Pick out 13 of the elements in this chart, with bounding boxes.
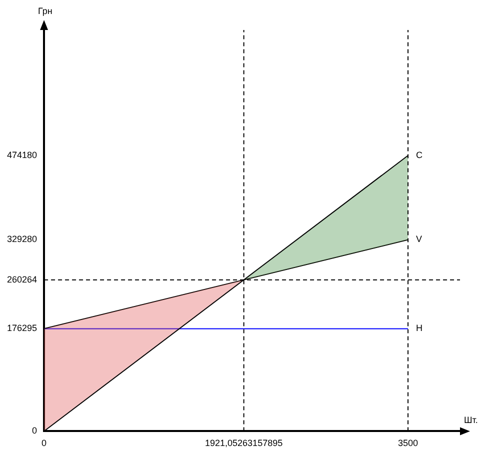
series-label: H — [416, 323, 423, 334]
series-label: V — [416, 234, 422, 244]
y-tick-label: 176295 — [6, 323, 38, 334]
x-axis-title: Шт. — [464, 415, 478, 426]
x-tick-label: 3500 — [398, 438, 418, 448]
y-tick-label: 260264 — [6, 274, 38, 284]
y-axis-title: Грн — [38, 6, 52, 16]
y-tick-label: 329280 — [6, 234, 38, 244]
x-tick-label: 0 — [42, 438, 47, 448]
y-tick-label: 474180 — [6, 150, 38, 160]
x-tick-label: 1921,05263157895 — [205, 438, 283, 448]
y-tick-label: 0 — [32, 426, 38, 436]
series-label: C — [416, 150, 424, 160]
